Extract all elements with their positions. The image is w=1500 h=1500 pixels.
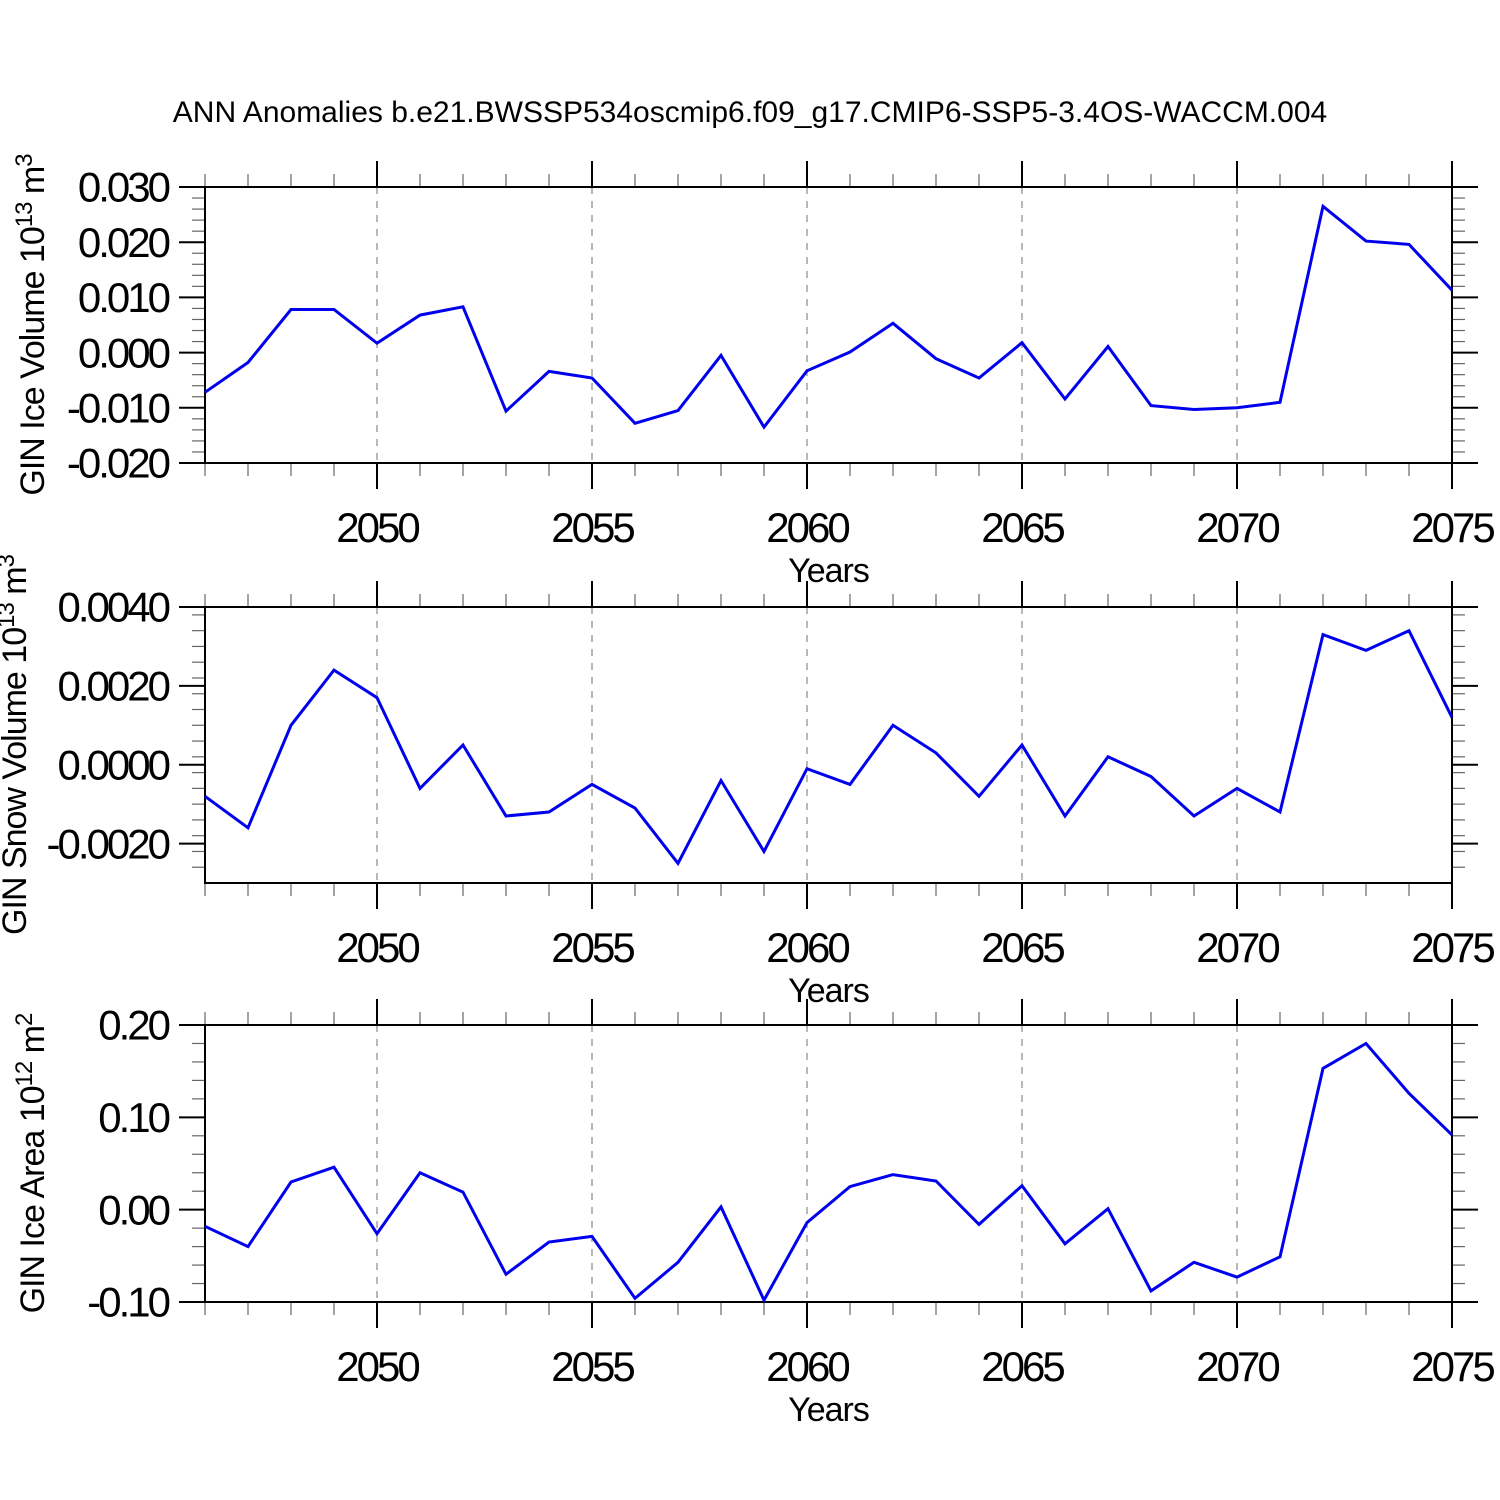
x-tick-label: 2065 <box>981 504 1064 551</box>
ice-area-panel: 0.20 0.10 0.00 -0.10 2050 2055 2060 2065 2070 207… <box>11 999 1497 1429</box>
y-tick-label: 0.000 <box>78 329 170 376</box>
x-tick-label: 2075 <box>1411 504 1494 551</box>
data-line <box>204 1041 1454 1304</box>
plot-border <box>204 186 1453 464</box>
x-axis-title: Years <box>788 972 869 1010</box>
x-tick-label: 2055 <box>551 1343 634 1390</box>
x-tick-label: 2060 <box>766 1343 849 1390</box>
x-tick-label: 2050 <box>336 924 419 971</box>
x-tick-label: 2070 <box>1196 504 1279 551</box>
data-line <box>204 628 1454 867</box>
x-tick-label: 2050 <box>336 1343 419 1390</box>
y-axis-title: GIN Ice Volume 1013 m3 <box>11 154 52 496</box>
chart-title: ANN Anomalies b.e21.BWSSP534oscmip6.f09_… <box>172 96 1328 129</box>
x-axis-title: Years <box>788 1391 869 1429</box>
y-tick-label: -0.010 <box>67 385 170 432</box>
y-tick-label: 0.010 <box>78 274 170 321</box>
y-tick-label: 0.0020 <box>58 663 170 710</box>
plot-border <box>204 606 1453 884</box>
y-tick-label: 0.030 <box>78 164 170 211</box>
y-tick-label: 0.0040 <box>58 584 170 631</box>
y-axis-title: GIN Snow Volume 1013 m3 <box>0 554 34 935</box>
x-tick-label: 2050 <box>336 504 419 551</box>
x-tick-label: 2075 <box>1411 924 1494 971</box>
x-tick-label: 2055 <box>551 504 634 551</box>
y-tick-label: -0.020 <box>67 440 170 487</box>
x-tick-label: 2060 <box>766 504 849 551</box>
y-tick-label: 0.20 <box>98 1002 169 1049</box>
ice-volume-panel: 0.030 0.020 0.010 0.000 -0.010 -0.020 2050 2055… <box>11 154 1497 590</box>
plot-border <box>204 1024 1453 1303</box>
y-tick-label: 0.10 <box>98 1094 169 1141</box>
y-tick-label: -0.0020 <box>47 820 170 867</box>
y-tick-label: 0.0000 <box>58 741 170 788</box>
x-tick-label: 2060 <box>766 924 849 971</box>
x-tick-label: 2070 <box>1196 1343 1279 1390</box>
x-axis-title: Years <box>788 552 869 590</box>
x-tick-label: 2065 <box>981 1343 1064 1390</box>
data-line <box>204 203 1454 430</box>
x-tick-label: 2065 <box>981 924 1064 971</box>
y-tick-label: -0.10 <box>87 1279 169 1326</box>
y-tick-label: 0.00 <box>98 1186 169 1233</box>
snow-volume-panel: 0.0040 0.0020 0.0000 -0.0020 2050 2055 2060 206… <box>0 554 1497 1010</box>
x-tick-label: 2075 <box>1411 1343 1494 1390</box>
y-axis-title: GIN Ice Area 1012 m2 <box>11 1013 52 1313</box>
x-tick-label: 2055 <box>551 924 634 971</box>
y-tick-label: 0.020 <box>78 219 170 266</box>
x-tick-label: 2070 <box>1196 924 1279 971</box>
